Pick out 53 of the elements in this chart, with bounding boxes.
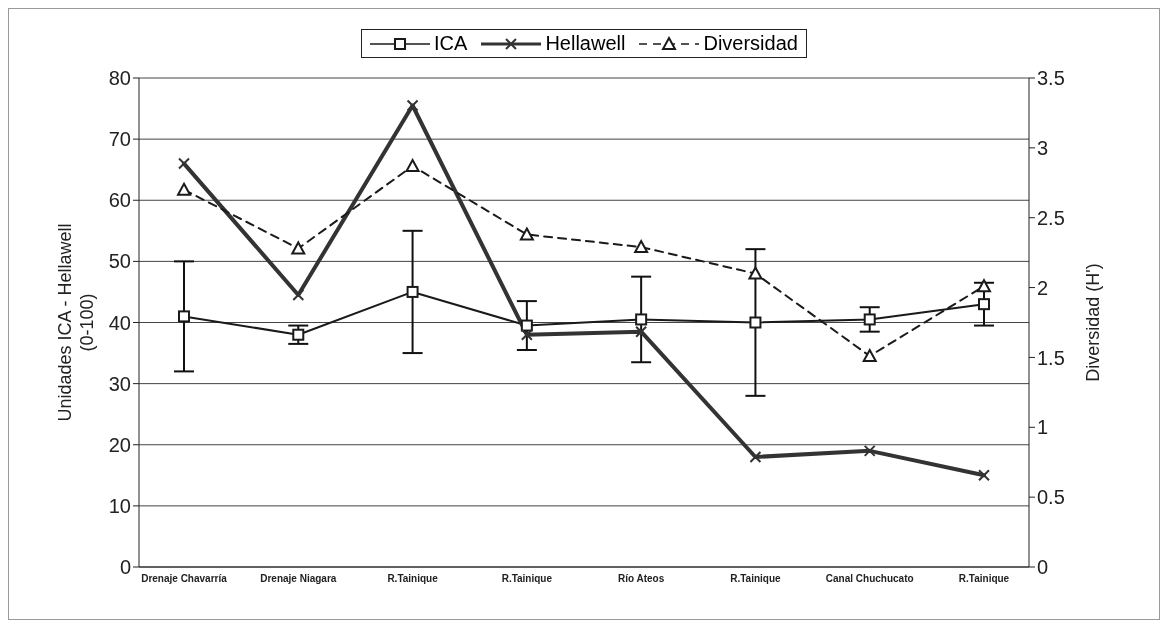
point: [520, 319, 533, 332]
x-tick-label: Río Ateos: [617, 573, 665, 585]
point: [634, 240, 649, 254]
point: [406, 99, 419, 112]
point: [863, 444, 876, 457]
point: [519, 227, 534, 241]
point: [749, 316, 762, 329]
legend-label: Hellawell: [545, 32, 626, 55]
y-tick-label: 30: [108, 372, 131, 395]
point: [635, 325, 648, 338]
y2-tick-label: 1.5: [1037, 346, 1065, 369]
x-tick-label: Canal Chuchucato: [825, 573, 914, 585]
y2-tick-label: 0.5: [1037, 486, 1065, 509]
x-tick-label: Drenaje Niagara: [260, 573, 337, 585]
y-tick-label: 10: [108, 494, 131, 517]
point: [520, 328, 533, 341]
y2-tick-label: 3: [1037, 136, 1049, 159]
legend-label: ICA: [434, 32, 468, 55]
y-tick-label: 40: [108, 311, 131, 334]
y2-tick-label: 0: [1037, 556, 1049, 579]
legend-label: Diversidad: [703, 32, 798, 55]
point: [178, 157, 190, 170]
y-axis-title: Unidades ICA - Hellawell (0-100): [55, 223, 97, 422]
y-tick-label: 0: [119, 556, 131, 579]
point: [635, 313, 648, 326]
y-tick-label: 20: [108, 433, 131, 456]
point: [405, 159, 420, 173]
y2-tick-label: 3.5: [1037, 67, 1065, 90]
x-tick-label: Drenaje Chavarría: [141, 573, 228, 585]
y-tick-label: 70: [108, 128, 131, 151]
point: [977, 279, 991, 293]
y-tick-label: 50: [108, 250, 131, 273]
x-tick-label: R.Tainique: [501, 573, 553, 585]
x-tick-label: R.Tainique: [958, 573, 1010, 585]
point: [177, 182, 191, 196]
x-tick-label: R.Tainique: [387, 573, 439, 585]
point: [863, 313, 876, 326]
x-tick-label: R.Tainique: [730, 573, 782, 585]
point: [749, 450, 762, 463]
point: [406, 285, 419, 298]
y-tick-label: 80: [108, 67, 131, 90]
y2-tick-label: 1: [1037, 416, 1049, 439]
y2-tick-label: 2: [1037, 276, 1049, 299]
y2-axis-title: Diversidad (H'): [1083, 263, 1103, 382]
y-tick-label: 60: [108, 189, 131, 212]
point: [978, 469, 990, 482]
point: [292, 328, 305, 341]
point: [291, 241, 306, 255]
point: [748, 266, 763, 280]
point: [978, 298, 990, 311]
point: [862, 349, 877, 363]
point: [178, 310, 190, 323]
y2-tick-label: 2.5: [1037, 206, 1065, 229]
